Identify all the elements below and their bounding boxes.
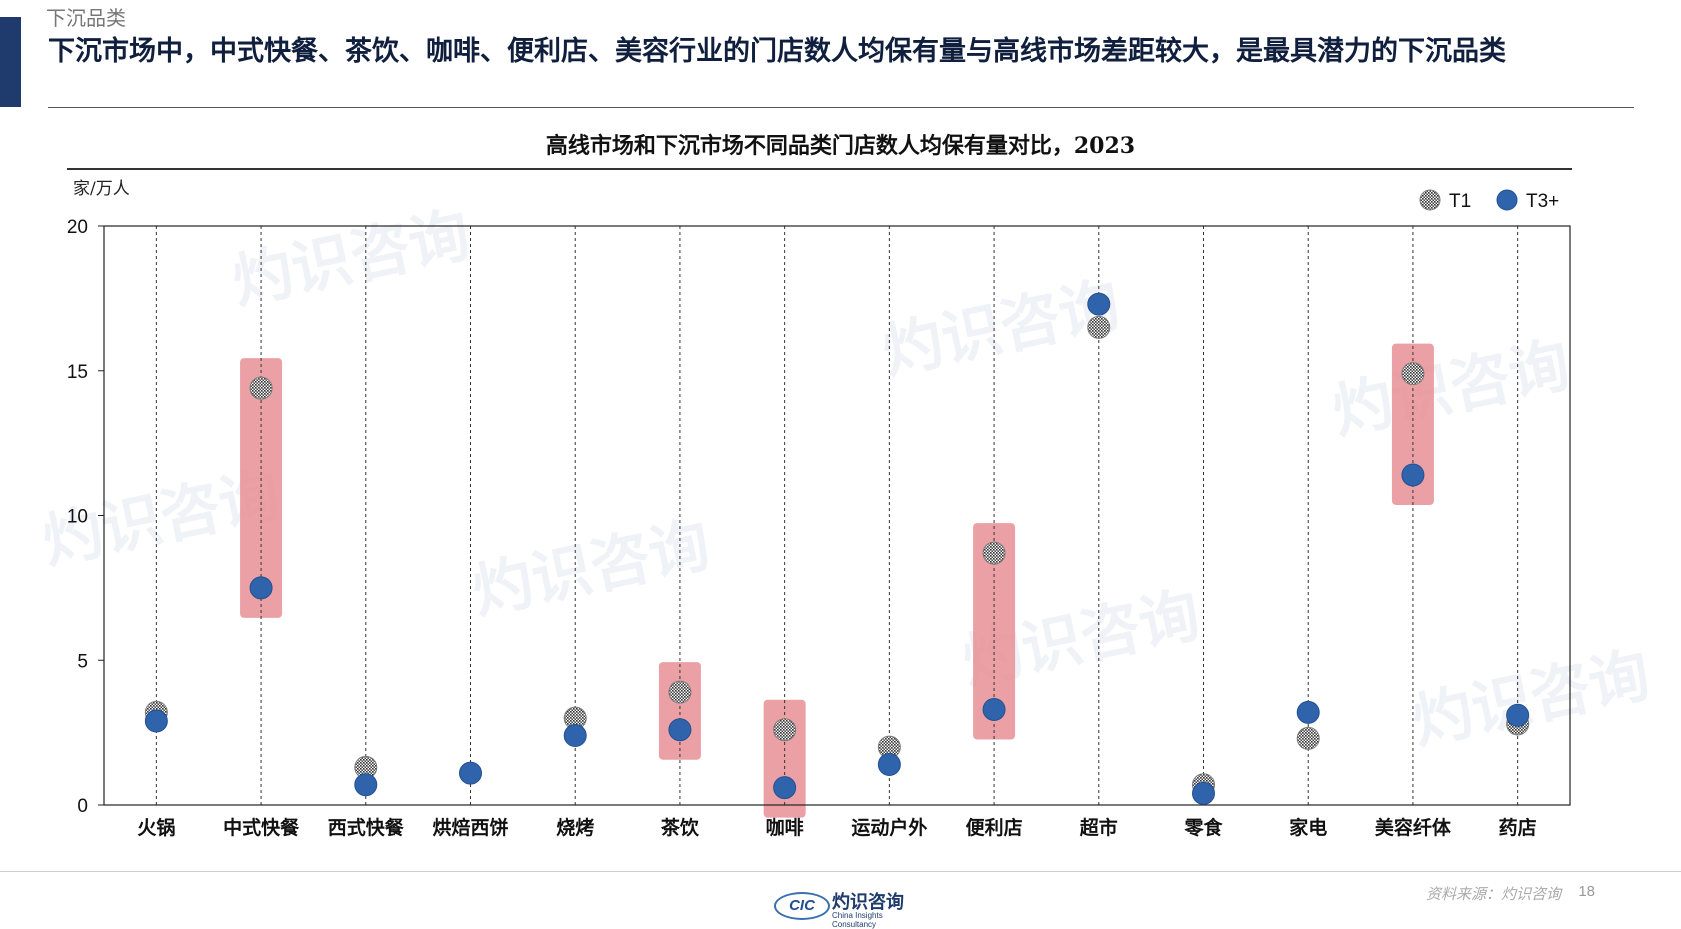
footer-divider xyxy=(0,871,1681,872)
legend-marker xyxy=(1496,189,1518,211)
t3-point xyxy=(773,776,797,800)
logo-company-name-en: China Insights Consultancy xyxy=(832,911,883,929)
x-category-label: 药店 xyxy=(1499,816,1537,839)
headline-divider xyxy=(48,107,1634,108)
source-note: 资料来源：灼识咨询 xyxy=(1425,885,1561,903)
t1-point xyxy=(982,541,1006,565)
page-headline: 下沉市场中，中式快餐、茶饮、咖啡、便利店、美容行业的门店数人均保有量与高线市场差… xyxy=(48,36,1506,67)
t1-point xyxy=(773,718,797,742)
t3-point xyxy=(144,709,168,733)
x-category-label: 运动户外 xyxy=(851,816,927,839)
t3-point xyxy=(1296,700,1320,724)
accent-bar xyxy=(0,17,21,107)
x-category-label: 家电 xyxy=(1289,816,1327,839)
t3-point xyxy=(1087,292,1111,316)
x-category-label: 西式快餐 xyxy=(328,816,405,839)
y-tick-label: 0 xyxy=(77,796,88,817)
plot-frame xyxy=(103,225,1571,806)
t3-point xyxy=(1506,703,1530,727)
footer-logo: CIC 灼识咨询 China Insights Consultancy xyxy=(774,888,924,929)
t3-point xyxy=(877,752,901,776)
x-category-label: 烘焙西饼 xyxy=(432,816,508,839)
t3-point xyxy=(1401,463,1425,487)
x-category-label: 超市 xyxy=(1079,816,1118,839)
legend-marker xyxy=(1419,189,1441,211)
x-category-label: 咖啡 xyxy=(766,816,804,839)
highlight-box xyxy=(658,662,701,760)
t3-point xyxy=(249,576,273,600)
t3-point xyxy=(459,761,482,785)
t3-point xyxy=(1192,781,1215,805)
t3-point xyxy=(354,773,378,797)
x-category-label: 美容纤体 xyxy=(1375,816,1452,839)
chart-title: 高线市场和下沉市场不同品类门店数人均保有量对比，2023 xyxy=(545,133,1136,159)
y-tick-label: 20 xyxy=(67,217,88,238)
t1-point xyxy=(1296,726,1320,750)
y-tick-label: 5 xyxy=(77,651,88,672)
t1-point xyxy=(1087,315,1111,339)
t1-point xyxy=(249,376,273,400)
x-category-label: 火锅 xyxy=(137,816,175,839)
x-category-label: 烧烤 xyxy=(556,816,594,839)
cic-logo-icon: CIC xyxy=(774,892,830,920)
highlight-box xyxy=(973,523,1016,740)
y-tick-label: 15 xyxy=(67,362,88,383)
x-category-label: 茶饮 xyxy=(661,816,700,839)
legend-label: T1 xyxy=(1449,191,1471,212)
highlight-box xyxy=(240,358,283,618)
t1-point xyxy=(1401,362,1425,386)
t3-point xyxy=(982,697,1006,721)
t1-point xyxy=(668,680,692,704)
y-axis-unit-label: 家/万人 xyxy=(73,179,130,199)
section-label: 下沉品类 xyxy=(46,6,126,30)
t3-point xyxy=(563,724,587,748)
logo-company-name: 灼识咨询 xyxy=(832,892,904,913)
x-category-label: 零食 xyxy=(1183,816,1223,839)
highlight-box xyxy=(763,699,806,818)
x-category-label: 中式快餐 xyxy=(223,816,300,839)
y-tick-label: 10 xyxy=(67,507,88,528)
page-number: 18 xyxy=(1578,883,1595,900)
legend-label: T3+ xyxy=(1526,191,1559,212)
chart-title-divider xyxy=(67,168,1572,170)
t3-point xyxy=(668,718,692,742)
x-category-label: 便利店 xyxy=(966,816,1023,839)
